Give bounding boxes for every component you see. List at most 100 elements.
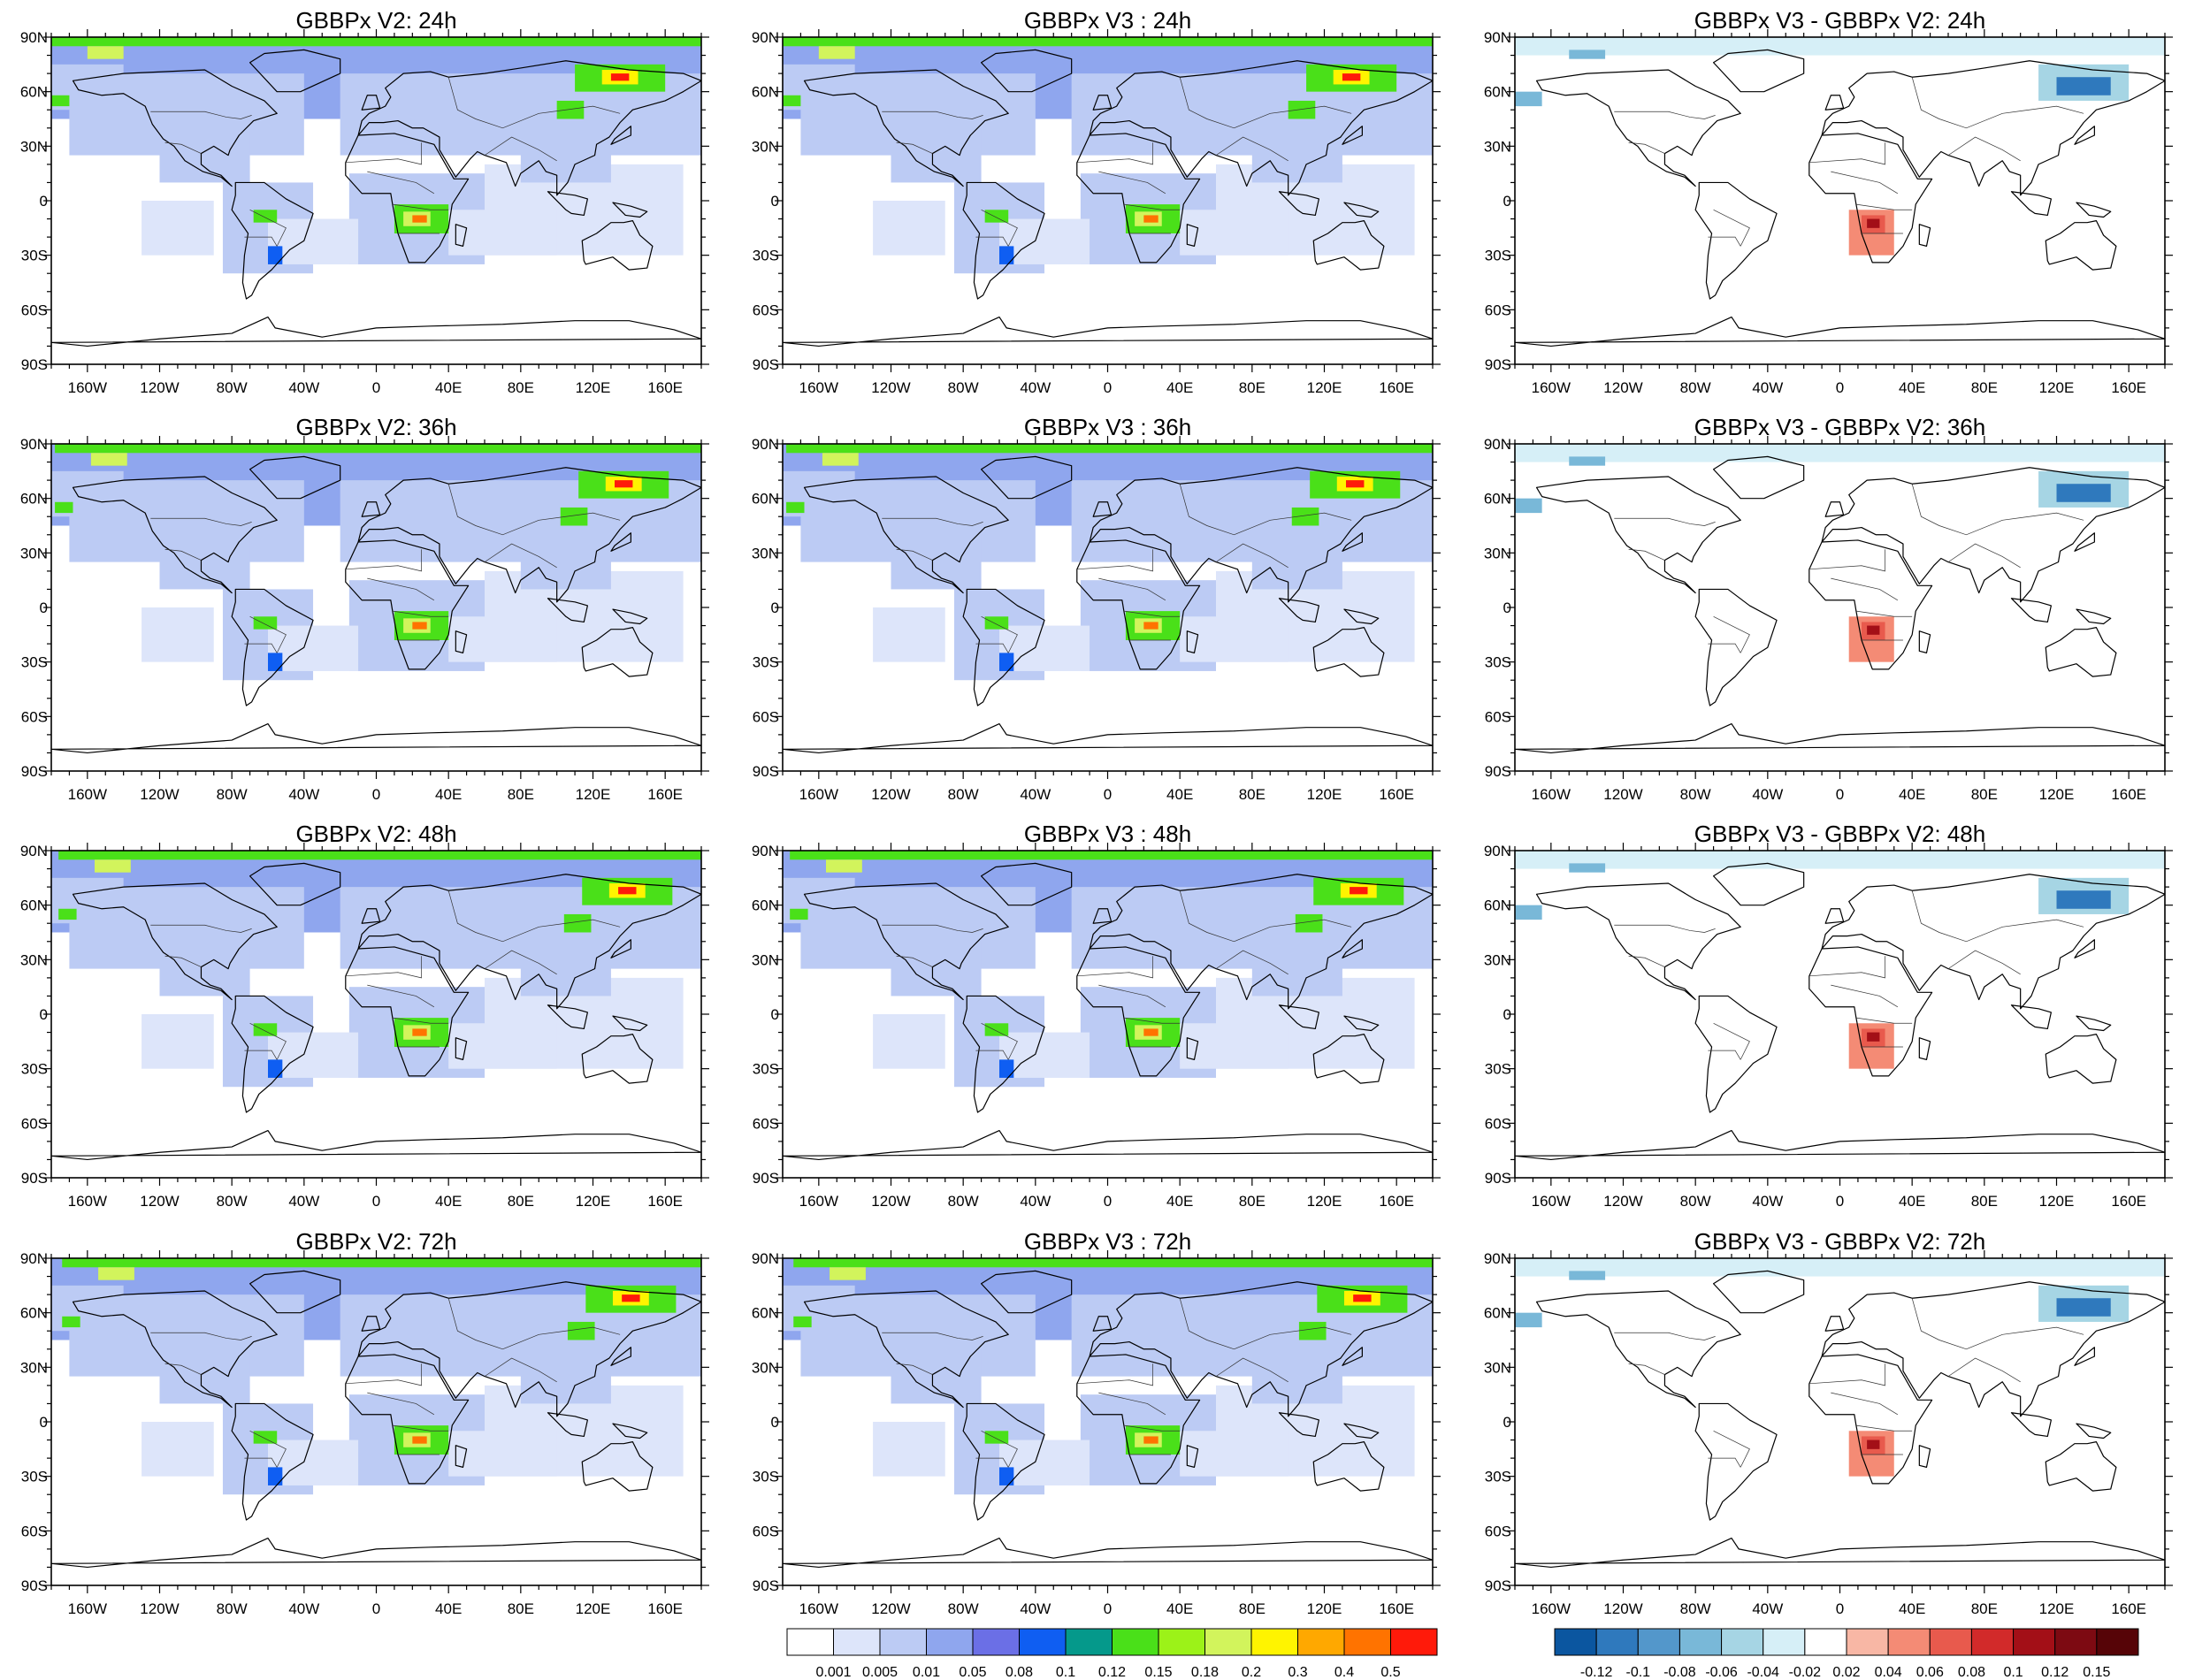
x-tick-label: 40E [435, 1193, 462, 1210]
country-border [1076, 142, 1153, 165]
x-tick-label: 0 [1104, 1193, 1112, 1210]
difference-cell [2056, 77, 2111, 95]
colorbar-swatch [926, 1628, 974, 1656]
country-border [975, 236, 1009, 247]
colorbar-label: -0.04 [1747, 1665, 1779, 1680]
country-border [1076, 956, 1153, 979]
field-cell [159, 118, 250, 183]
x-tick-label: 80E [1971, 1193, 1998, 1210]
country-border [1808, 956, 1885, 979]
country-border [392, 203, 449, 210]
y-tick-label: 60N [1484, 491, 1511, 508]
coastline [1342, 1347, 1363, 1366]
coastline [1821, 467, 2165, 603]
colorbar-label: 0.15 [1144, 1665, 1172, 1680]
coastline [1076, 133, 1201, 263]
y-tick-label: 30N [20, 1359, 48, 1376]
x-tick-label: 80W [1680, 1193, 1711, 1210]
x-tick-label: 40E [1899, 786, 1925, 803]
coastline [361, 95, 381, 111]
x-tick-label: 120E [576, 1600, 611, 1617]
country-border [1855, 610, 1913, 617]
y-tick-label: 30S [21, 248, 48, 264]
country-border [1628, 1363, 1665, 1375]
field-hotspot [1143, 1028, 1158, 1036]
coastline [547, 598, 588, 623]
y-tick-label: 60S [21, 708, 48, 725]
field-cell [873, 1014, 945, 1069]
field-hotspot [1288, 100, 1316, 119]
coastline [345, 946, 470, 1077]
panel-title: GBBPx V3 : 48h [1024, 821, 1191, 847]
coastline [612, 1423, 648, 1439]
x-tick-label: 160E [1379, 1600, 1414, 1617]
y-tick-label: 0 [40, 599, 48, 616]
panel-title: GBBPx V2: 72h [295, 1228, 456, 1255]
y-tick-label: 0 [771, 1414, 779, 1431]
coastline [51, 1537, 701, 1569]
coastline [1694, 1402, 1778, 1521]
country-border [244, 1050, 278, 1060]
x-tick-label: 120E [1307, 379, 1342, 396]
country-border [1179, 1298, 1352, 1350]
colorbar-label: 0.5 [1380, 1665, 1400, 1680]
x-tick-label: 160E [2111, 1193, 2146, 1210]
colorbar-label: -0.12 [1580, 1665, 1613, 1680]
country-border [1831, 577, 1899, 601]
coastline [1278, 598, 1319, 623]
country-border [896, 141, 933, 154]
coastline [231, 1402, 314, 1521]
difference-cell [1515, 498, 1542, 514]
x-tick-label: 120W [1603, 1193, 1642, 1210]
country-border [1855, 1017, 1913, 1024]
x-tick-label: 160W [799, 786, 838, 803]
colorbar-label: 0.1 [1056, 1665, 1075, 1680]
x-tick-label: 0 [372, 379, 380, 396]
y-tick-label: 30S [1485, 248, 1511, 264]
y-tick-label: 30N [1484, 951, 1511, 968]
country-border [1808, 142, 1885, 165]
y-tick-label: 90S [21, 1170, 48, 1187]
x-tick-label: 40W [1020, 379, 1051, 396]
coastline [962, 588, 1045, 706]
field-cell [1251, 1348, 1342, 1404]
country-border [150, 517, 252, 526]
y-tick-label: 60S [753, 302, 779, 318]
map-field [1515, 37, 2165, 364]
coastline [1712, 455, 1805, 500]
y-tick-label: 60S [21, 1523, 48, 1539]
colorbar-swatch [1112, 1628, 1159, 1656]
field-cell [891, 525, 982, 590]
country-border [244, 643, 278, 653]
field-cell [448, 1023, 557, 1069]
field-hotspot [253, 1023, 278, 1036]
country-border [896, 548, 933, 561]
field-hotspot [95, 859, 131, 873]
field-hotspot [1298, 1321, 1327, 1340]
coastline [2076, 202, 2112, 218]
difference-cell [2056, 890, 2111, 909]
colorbar-swatch [1846, 1628, 1889, 1656]
country-border [1947, 136, 2021, 162]
country-border [1831, 171, 1899, 195]
country-border [1215, 950, 1288, 975]
coastline [1821, 60, 2165, 196]
x-tick-label: 80E [1239, 379, 1266, 396]
y-tick-label: 0 [771, 599, 779, 616]
country-border [1614, 517, 1716, 526]
field-cell [1180, 210, 1288, 256]
colorbar-label: 0.06 [1916, 1665, 1944, 1680]
field-hotspot [55, 501, 73, 514]
coastline [1918, 1037, 1931, 1060]
coastline [1712, 49, 1805, 93]
country-border [1076, 1363, 1153, 1386]
coastline [1092, 1316, 1113, 1332]
field-hotspot [1353, 1294, 1372, 1302]
country-border [164, 141, 202, 154]
country-border [447, 890, 621, 943]
coastline [1694, 181, 1778, 300]
country-border [1911, 890, 2084, 943]
y-tick-label: 60N [20, 897, 48, 914]
x-tick-label: 120E [576, 379, 611, 396]
country-border [1628, 955, 1665, 967]
